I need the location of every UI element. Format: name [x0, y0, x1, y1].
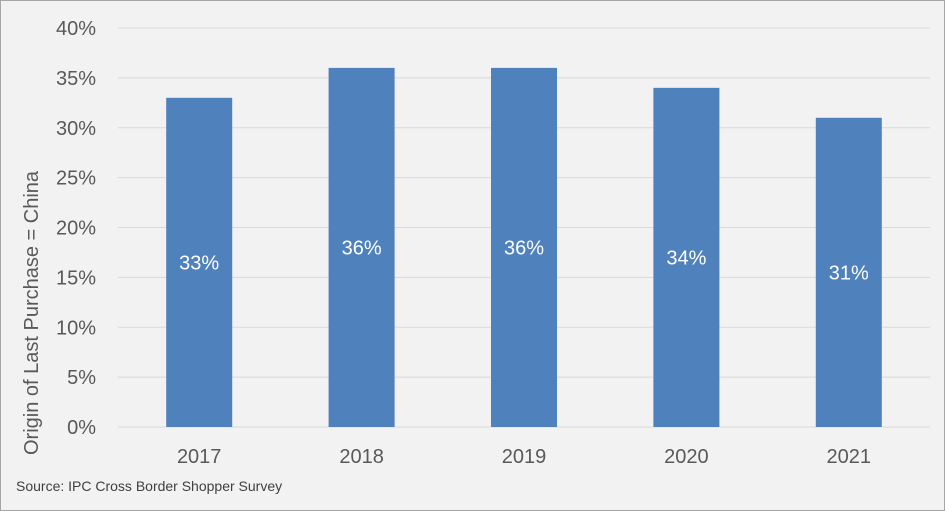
y-tick-label: 35%	[56, 68, 96, 90]
source-note: Source: IPC Cross Border Shopper Survey	[16, 478, 283, 494]
data-label: 36%	[504, 237, 544, 259]
x-tick-label: 2021	[827, 446, 872, 468]
x-tick-label: 2020	[664, 446, 709, 468]
data-label: 31%	[829, 262, 869, 284]
x-tick-label: 2019	[502, 446, 547, 468]
x-tick-label: 2018	[339, 446, 384, 468]
data-label: 36%	[342, 237, 382, 259]
y-tick-label: 25%	[56, 168, 96, 190]
y-tick-label: 30%	[56, 118, 96, 140]
data-labels: 33% 36% 36% 34% 31%	[179, 237, 869, 284]
bars	[166, 67, 882, 428]
y-tick-label: 0%	[67, 417, 96, 439]
data-label: 33%	[179, 252, 219, 274]
data-label: 34%	[666, 247, 706, 269]
bar-2017	[166, 97, 233, 427]
y-axis-label: Origin of Last Purchase = China	[21, 170, 43, 455]
bar-2019	[491, 67, 557, 428]
x-axis-ticks: 2017 2018 2019 2020 2021	[177, 446, 871, 468]
bar-2018	[328, 67, 395, 428]
y-tick-label: 10%	[56, 317, 96, 339]
y-tick-label: 5%	[67, 367, 96, 389]
x-tick-label: 2017	[177, 446, 222, 468]
bar-2021	[815, 117, 882, 428]
y-tick-label: 15%	[56, 267, 96, 289]
y-axis-ticks: 0% 5% 10% 15% 20% 25% 30% 35% 40%	[56, 18, 96, 439]
bar-2020	[653, 87, 720, 427]
y-tick-label: 20%	[56, 218, 96, 240]
y-tick-label: 40%	[56, 18, 96, 40]
